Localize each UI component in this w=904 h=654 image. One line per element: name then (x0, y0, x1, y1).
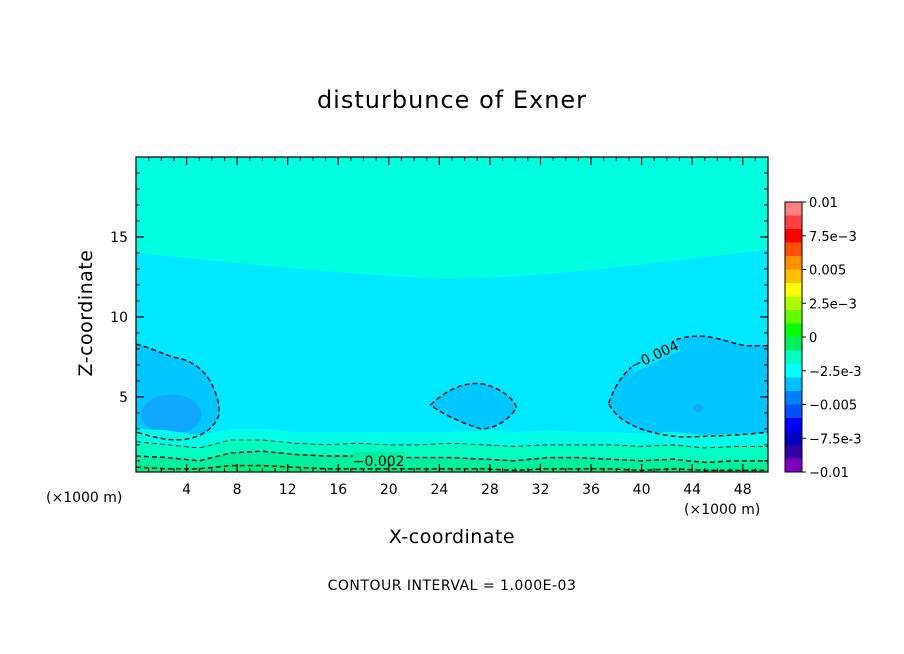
colorbar-label: −0.01 (809, 466, 849, 481)
colorbar-label: −2.5e-3 (809, 365, 862, 380)
x-tick-label: 8 (233, 482, 242, 498)
region-core-right (693, 404, 704, 413)
y-tick-label: 15 (110, 230, 128, 246)
colorbar-swatch (785, 404, 802, 419)
colorbar-label: 2.5e−3 (809, 297, 857, 312)
colorbar-swatch (785, 323, 802, 338)
x-tick-label: 16 (329, 482, 347, 498)
contour-line-003 (136, 439, 768, 449)
colorbar-swatch (785, 458, 802, 473)
contour-label-0: −0.002 (353, 454, 405, 470)
colorbar-swatch (785, 310, 802, 324)
x-tick-label: 32 (532, 482, 550, 498)
colorbar-swatch (785, 283, 802, 297)
x-tick-label: 4 (182, 482, 191, 498)
x-tick-label: 40 (633, 482, 651, 498)
colorbar-swatch (785, 391, 802, 405)
colorbar-swatch (785, 364, 802, 378)
contour-label-bg-1 (626, 336, 681, 373)
x-unit-label: (×1000 m) (684, 502, 761, 518)
x-tick-label: 28 (481, 482, 499, 498)
colorbar-swatch (785, 418, 802, 432)
x-axis-label: X-coordinate (388, 526, 516, 548)
colorbar-swatch (785, 242, 802, 257)
x-tick-label: 36 (582, 482, 600, 498)
contour-line-004-1 (429, 382, 518, 430)
colorbar-swatch (785, 202, 802, 216)
colorbar-swatch (785, 296, 802, 311)
contour-line-002 (136, 450, 768, 464)
colorbar-label: −0.005 (809, 399, 857, 414)
contour-label-bg-0 (352, 451, 405, 468)
y-tick-label: 10 (110, 310, 128, 326)
chart-title: disturbunce of Exner (316, 86, 588, 114)
region-core-left (141, 394, 202, 435)
colorbar-label: 0.01 (809, 196, 838, 211)
region-middle (136, 249, 768, 472)
colorbar-swatch (785, 269, 802, 284)
y-tick-label: 5 (119, 390, 128, 406)
colorbar-swatch (785, 229, 802, 243)
contour-interval-note: CONTOUR INTERVAL = 1.000E-03 (327, 578, 577, 594)
y-unit-label: (×1000 m) (46, 490, 123, 506)
region-lobe-middle (430, 383, 517, 429)
x-tick-label: 24 (430, 482, 448, 498)
x-tick-label: 44 (683, 482, 701, 498)
colorbar-swatch (785, 350, 802, 365)
x-tick-label: 20 (380, 482, 398, 498)
colorbar-swatch (785, 445, 802, 459)
contour-fills: −0.002−0.004 (136, 157, 768, 472)
x-tick-label: 48 (734, 482, 752, 498)
colorbar-swatch (785, 431, 802, 446)
colorbar: 0.01 7.5e−3 0.005 2.5e−3 0 −2.5e-3 −0.005 −7.5e… (784, 196, 862, 481)
y-axis-label: Z-coordinate (75, 249, 97, 377)
colorbar-label: −7.5e-3 (809, 432, 862, 447)
colorbar-label: 0 (809, 331, 817, 346)
colorbar-swatch (785, 377, 802, 392)
colorbar-label: 7.5e−3 (809, 230, 857, 245)
colorbar-label: 0.005 (809, 264, 846, 279)
contour-line-004-0 (136, 343, 221, 441)
colorbar-swatch (785, 215, 802, 230)
colorbar-swatch (785, 337, 802, 351)
x-tick-label: 12 (279, 482, 297, 498)
colorbar-swatch (785, 256, 802, 270)
